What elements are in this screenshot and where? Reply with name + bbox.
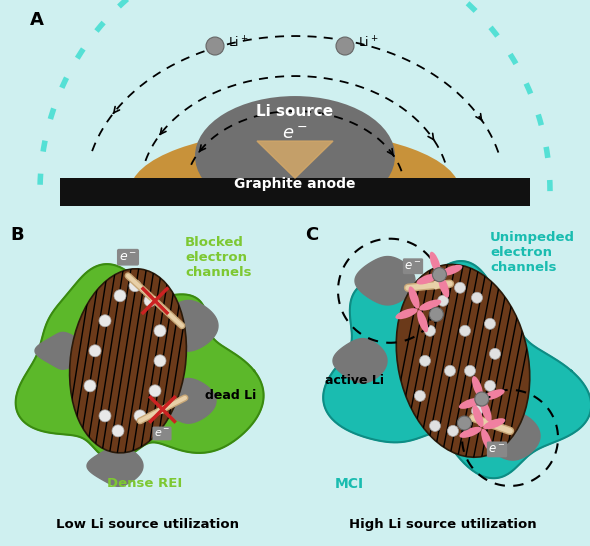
Ellipse shape bbox=[473, 405, 484, 428]
Circle shape bbox=[99, 410, 111, 422]
Polygon shape bbox=[87, 446, 143, 486]
Polygon shape bbox=[16, 264, 264, 460]
Text: Blocked
electron
channels: Blocked electron channels bbox=[185, 236, 251, 278]
Text: Graphite anode: Graphite anode bbox=[234, 177, 356, 191]
Circle shape bbox=[471, 405, 483, 417]
Ellipse shape bbox=[408, 287, 419, 308]
Text: Low Li source utilization: Low Li source utilization bbox=[57, 518, 240, 531]
Circle shape bbox=[471, 292, 483, 303]
Circle shape bbox=[444, 365, 455, 376]
Circle shape bbox=[336, 37, 354, 55]
Circle shape bbox=[484, 381, 496, 391]
Ellipse shape bbox=[440, 265, 463, 276]
Circle shape bbox=[438, 295, 448, 306]
Ellipse shape bbox=[472, 376, 483, 398]
Ellipse shape bbox=[396, 264, 530, 457]
Ellipse shape bbox=[419, 300, 441, 311]
Circle shape bbox=[114, 290, 126, 302]
Circle shape bbox=[134, 410, 146, 422]
Circle shape bbox=[484, 318, 496, 329]
Polygon shape bbox=[152, 300, 218, 351]
Text: A: A bbox=[30, 11, 44, 29]
Circle shape bbox=[154, 355, 166, 367]
Text: Li source: Li source bbox=[257, 104, 333, 118]
Text: $e^-$: $e^-$ bbox=[119, 251, 137, 264]
Circle shape bbox=[89, 345, 101, 357]
Bar bbox=[60, 178, 530, 206]
Circle shape bbox=[415, 390, 425, 401]
Circle shape bbox=[457, 416, 471, 430]
Text: dead Li: dead Li bbox=[205, 389, 256, 402]
Circle shape bbox=[99, 314, 111, 327]
Ellipse shape bbox=[430, 252, 441, 274]
Polygon shape bbox=[154, 378, 216, 423]
Circle shape bbox=[84, 380, 96, 392]
Ellipse shape bbox=[395, 308, 418, 319]
Circle shape bbox=[464, 365, 476, 376]
Ellipse shape bbox=[417, 274, 439, 284]
Circle shape bbox=[430, 420, 441, 431]
Ellipse shape bbox=[195, 96, 395, 216]
Circle shape bbox=[149, 385, 161, 397]
Polygon shape bbox=[333, 339, 387, 383]
Text: $e^-$: $e^-$ bbox=[282, 125, 308, 143]
Text: Li$^+$: Li$^+$ bbox=[358, 35, 379, 51]
Text: active Li: active Li bbox=[325, 375, 384, 387]
Circle shape bbox=[112, 425, 124, 437]
Ellipse shape bbox=[460, 427, 481, 438]
Circle shape bbox=[460, 325, 470, 336]
Polygon shape bbox=[323, 261, 590, 478]
Circle shape bbox=[419, 355, 431, 366]
Text: $e^-$: $e^-$ bbox=[404, 260, 422, 273]
Ellipse shape bbox=[481, 429, 492, 451]
Circle shape bbox=[490, 348, 500, 359]
Circle shape bbox=[454, 282, 466, 293]
Text: MCI: MCI bbox=[335, 477, 364, 491]
Polygon shape bbox=[35, 333, 85, 369]
Ellipse shape bbox=[481, 400, 491, 422]
Text: Li$^+$: Li$^+$ bbox=[228, 35, 248, 51]
Bar bbox=[0, 192, 590, 221]
Text: Dense REI: Dense REI bbox=[107, 477, 183, 490]
Circle shape bbox=[430, 307, 443, 322]
Circle shape bbox=[206, 37, 224, 55]
Polygon shape bbox=[480, 412, 540, 460]
Circle shape bbox=[129, 280, 141, 292]
Ellipse shape bbox=[417, 310, 428, 333]
Circle shape bbox=[432, 268, 447, 282]
Circle shape bbox=[424, 325, 435, 336]
Ellipse shape bbox=[483, 389, 504, 400]
Text: $e^-$: $e^-$ bbox=[154, 428, 171, 439]
Ellipse shape bbox=[438, 275, 450, 298]
Text: B: B bbox=[10, 225, 24, 244]
Text: High Li source utilization: High Li source utilization bbox=[349, 518, 537, 531]
Text: $e^-$: $e^-$ bbox=[489, 443, 506, 456]
Circle shape bbox=[144, 295, 156, 307]
Ellipse shape bbox=[459, 398, 481, 409]
Ellipse shape bbox=[483, 418, 505, 429]
Circle shape bbox=[475, 392, 489, 406]
Ellipse shape bbox=[130, 131, 460, 251]
Text: C: C bbox=[305, 225, 318, 244]
Bar bbox=[60, 178, 530, 206]
Polygon shape bbox=[257, 141, 333, 178]
Ellipse shape bbox=[70, 269, 186, 453]
Circle shape bbox=[154, 325, 166, 337]
Polygon shape bbox=[355, 257, 415, 305]
Circle shape bbox=[447, 425, 458, 436]
Text: Unimpeded
electron
channels: Unimpeded electron channels bbox=[490, 231, 575, 274]
